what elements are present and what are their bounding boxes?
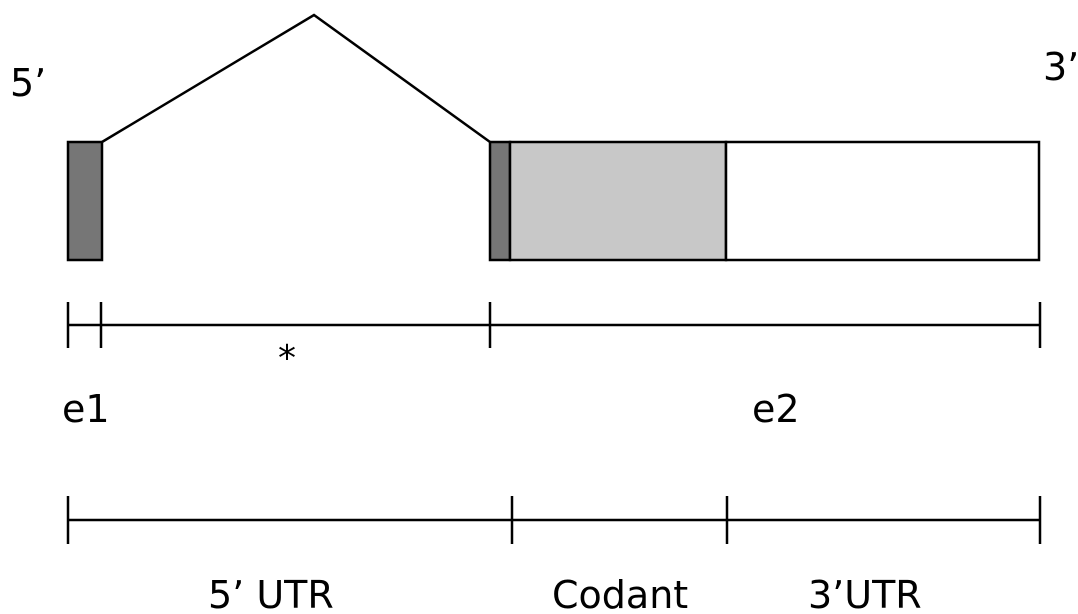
- coding-region-box: [508, 140, 728, 262]
- exon-scale-bar: [66, 302, 1042, 348]
- region-scale-bar: [66, 496, 1042, 544]
- three-prime-label: 3’: [1043, 45, 1078, 89]
- utr5-label: 5’ UTR: [208, 573, 334, 614]
- exon1-label: e1: [62, 387, 110, 431]
- utr3-region-box: [724, 140, 1041, 262]
- utr3-label: 3’UTR: [808, 573, 922, 614]
- coding-label: Codant: [552, 573, 688, 614]
- exon1-box: [66, 140, 104, 262]
- intron-star-marker: *: [278, 338, 296, 379]
- five-prime-label: 5’: [10, 61, 46, 105]
- exon2-label: e2: [752, 387, 800, 431]
- intron-connector: [101, 13, 491, 144]
- exon2-utr5-segment: [488, 140, 512, 262]
